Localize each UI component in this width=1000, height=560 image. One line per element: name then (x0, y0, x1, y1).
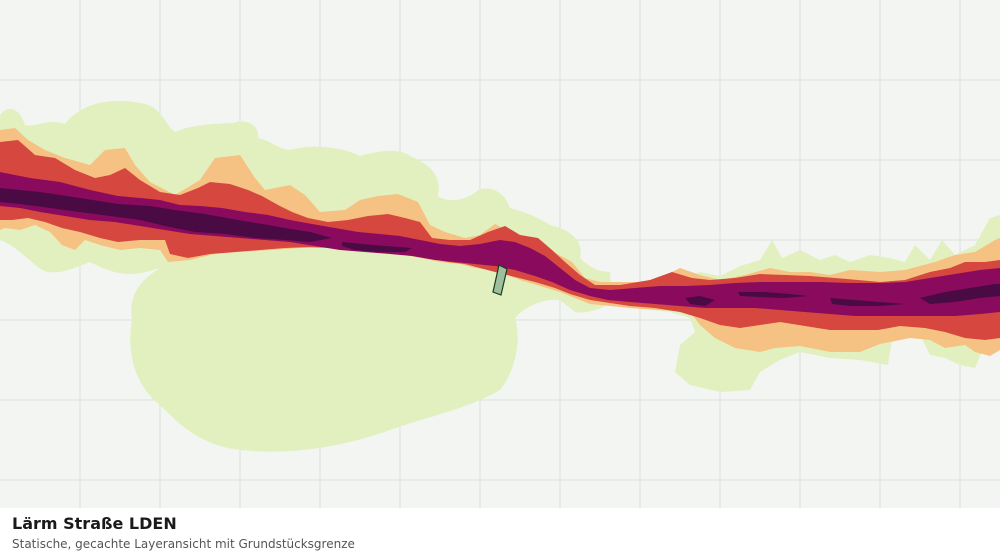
map-grid (0, 0, 1000, 508)
map-view[interactable] (0, 0, 1000, 508)
map-subtitle: Statische, gecachte Layeransicht mit Gru… (12, 537, 355, 551)
parcel-boundary (492, 264, 508, 296)
noise-map (0, 0, 1000, 508)
noise-band-high (0, 172, 1000, 316)
map-title: Lärm Straße LDEN (12, 514, 177, 533)
map-caption: Lärm Straße LDEN Statische, gecachte Lay… (0, 508, 1000, 560)
noise-band-highest (0, 188, 1000, 306)
